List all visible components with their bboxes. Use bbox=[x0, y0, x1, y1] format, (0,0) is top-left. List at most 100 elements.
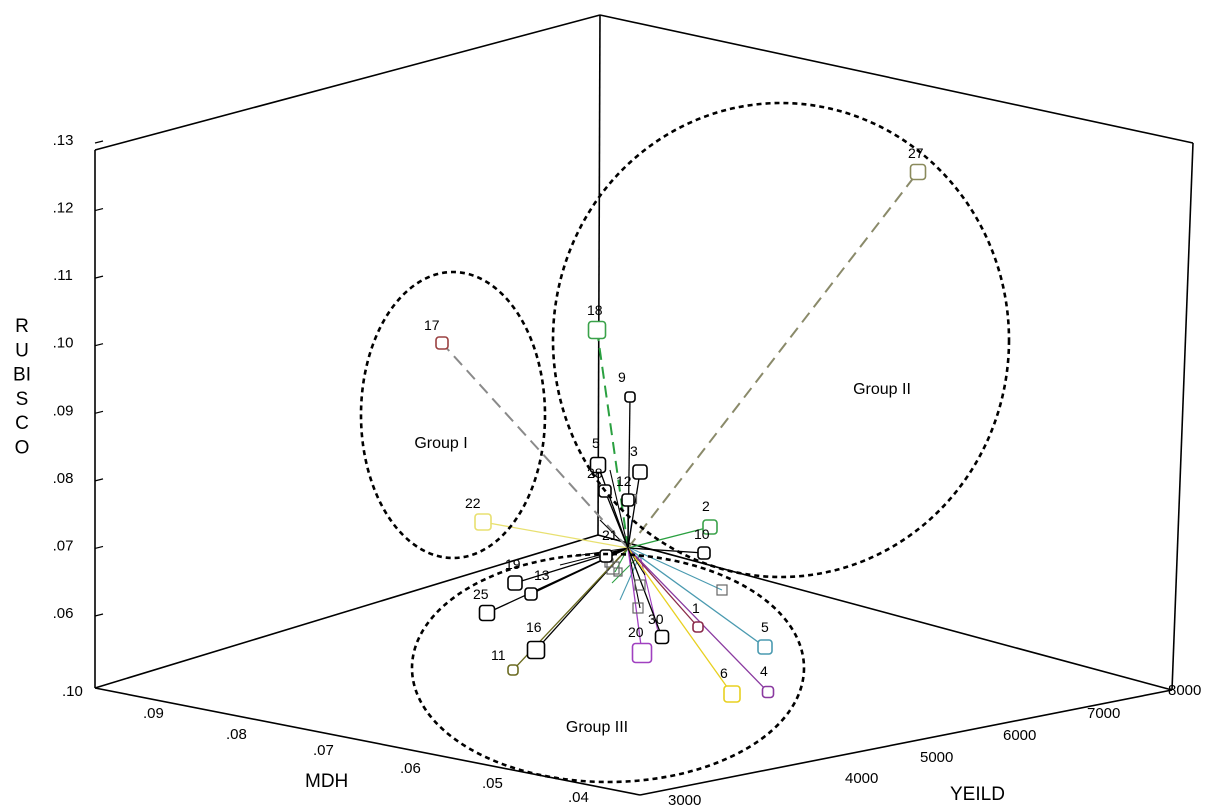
point-label-6: 6 bbox=[720, 665, 728, 681]
axis-label-yeild: YEILD bbox=[950, 784, 1005, 805]
point-label-20: 20 bbox=[628, 624, 644, 640]
group-ellipse-group-ii bbox=[551, 101, 1011, 579]
spike-line-3 bbox=[627, 471, 641, 549]
spike-line-1 bbox=[627, 547, 699, 628]
frame-top-left-edge bbox=[94, 14, 601, 151]
spike-line-20 bbox=[627, 547, 643, 654]
mdh-tick-label: .05 bbox=[482, 775, 503, 792]
spike-line-5 bbox=[627, 547, 766, 648]
axis-label-rubisco: RU BI SCO bbox=[13, 316, 31, 459]
axis-label-rubisco-part: O bbox=[15, 438, 30, 459]
spike-line bbox=[627, 547, 641, 609]
point-label-10: 10 bbox=[694, 526, 710, 542]
point-marker-2 bbox=[702, 519, 718, 535]
mdh-tick-label: .06 bbox=[400, 760, 421, 777]
rubisco-tick-mark bbox=[94, 613, 104, 617]
point-marker-5 bbox=[757, 639, 773, 655]
point-label-30: 30 bbox=[648, 611, 664, 627]
frame-top-right-edge bbox=[599, 14, 1194, 144]
rubisco-tick-mark bbox=[94, 478, 104, 482]
point-label-5: 5 bbox=[761, 619, 769, 635]
point-label-27: 27 bbox=[908, 145, 924, 161]
group-ellipse-group-iii bbox=[410, 552, 806, 784]
point-label-1: 1 bbox=[692, 600, 700, 616]
point-marker-6 bbox=[723, 685, 741, 703]
point-marker-18 bbox=[587, 320, 607, 340]
point-marker-21 bbox=[599, 549, 613, 563]
point-label-21: 21 bbox=[602, 527, 618, 543]
mdh-tick-label: .09 bbox=[143, 705, 164, 722]
rubisco-tick-label: .07 bbox=[53, 537, 74, 554]
axis-label-rubisco-part: U bbox=[15, 340, 29, 361]
frame-back-vertical-edge bbox=[597, 14, 601, 536]
yeild-tick-label: 7000 bbox=[1087, 705, 1120, 722]
frame-right-vertical-edge bbox=[1171, 142, 1194, 691]
group-label-group-iii: Group III bbox=[566, 719, 628, 736]
point-label-25: 25 bbox=[473, 586, 489, 602]
point-label-12: 12 bbox=[616, 473, 632, 489]
spike-line-4 bbox=[627, 547, 769, 693]
mdh-tick-label: .10 bbox=[62, 683, 83, 700]
axis-label-rubisco-part: S bbox=[16, 389, 29, 410]
point-label-11: 11 bbox=[491, 647, 506, 663]
yeild-tick-label: 5000 bbox=[920, 749, 953, 766]
frame-floor-back-left-edge bbox=[94, 534, 599, 689]
point-marker-20 bbox=[631, 642, 653, 664]
point-marker-16 bbox=[526, 640, 546, 660]
hub-marker bbox=[632, 602, 644, 614]
mdh-tick-label: .04 bbox=[568, 789, 589, 806]
point-marker-11 bbox=[507, 664, 519, 676]
point-marker-22 bbox=[474, 513, 492, 531]
point-marker-25 bbox=[478, 604, 496, 622]
point-marker-13 bbox=[524, 587, 538, 601]
point-marker-17 bbox=[435, 336, 449, 350]
rubisco-tick-label: .12 bbox=[53, 200, 74, 217]
rubisco-tick-label: .10 bbox=[53, 335, 74, 352]
point-marker-9 bbox=[624, 391, 636, 403]
spike-line-6 bbox=[627, 547, 733, 695]
group-ellipse-group-i bbox=[359, 270, 547, 560]
rubisco-tick-mark bbox=[94, 140, 104, 144]
yeild-tick-label: 8000 bbox=[1168, 682, 1201, 699]
point-label-18: 18 bbox=[587, 302, 603, 318]
rubisco-tick-mark bbox=[94, 207, 104, 212]
yeild-tick-label: 3000 bbox=[668, 792, 701, 809]
rubisco-tick-mark bbox=[94, 343, 104, 347]
axis-label-rubisco-part: BI bbox=[13, 365, 31, 386]
point-label-4: 4 bbox=[760, 663, 768, 679]
hub-marker bbox=[613, 567, 623, 577]
rubisco-tick-mark bbox=[94, 545, 104, 550]
point-label-5: 5 bbox=[592, 435, 600, 451]
frame-floor-back-right-edge bbox=[597, 534, 1173, 691]
point-marker-27 bbox=[909, 163, 927, 181]
axis-label-rubisco-part: R bbox=[15, 316, 29, 337]
yeild-tick-label: 6000 bbox=[1003, 727, 1036, 744]
rubisco-tick-label: .13 bbox=[53, 132, 74, 149]
point-marker-5 bbox=[589, 456, 607, 474]
frame-floor-front-right-edge bbox=[639, 689, 1173, 796]
spike-line-30 bbox=[627, 547, 663, 638]
spike-line bbox=[609, 469, 629, 549]
group-label-group-ii: Group II bbox=[853, 381, 911, 398]
axis-label-mdh: MDH bbox=[305, 771, 348, 792]
point-marker-4 bbox=[761, 685, 775, 699]
rubisco-tick-label: .08 bbox=[53, 470, 74, 487]
axis-label-rubisco-part: C bbox=[15, 413, 29, 434]
point-marker-10 bbox=[697, 546, 711, 560]
point-marker-3 bbox=[632, 464, 648, 480]
spike-line-27 bbox=[627, 171, 919, 549]
mdh-tick-label: .08 bbox=[226, 726, 247, 743]
spike-line-28 bbox=[604, 490, 629, 549]
point-marker-19 bbox=[507, 575, 523, 591]
group-label-group-i: Group I bbox=[414, 435, 467, 452]
point-label-9: 9 bbox=[618, 369, 626, 385]
point-label-16: 16 bbox=[526, 619, 542, 635]
hub-marker bbox=[716, 584, 728, 596]
yeild-tick-label: 4000 bbox=[845, 770, 878, 787]
rubisco-tick-mark bbox=[94, 275, 104, 279]
point-label-2: 2 bbox=[702, 498, 710, 514]
spike-line-18 bbox=[596, 329, 629, 549]
spike-line-17 bbox=[441, 342, 629, 549]
spike-line-22 bbox=[482, 521, 629, 549]
